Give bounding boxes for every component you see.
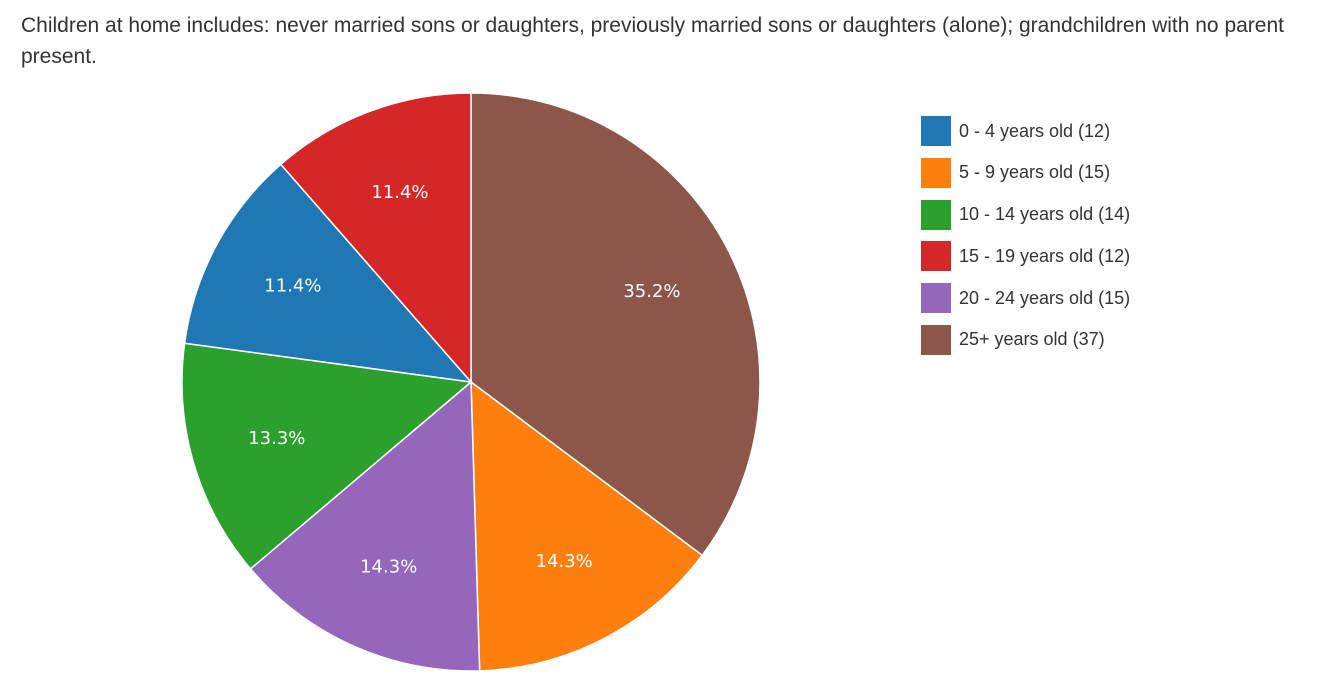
legend-item-10-14: 10 - 14 years old (14) [921,199,1131,230]
legend-label: 15 - 19 years old (12) [959,245,1131,266]
legend-swatch [921,157,951,188]
legend-item-25-plus: 25+ years old (37) [921,324,1130,355]
legend-item-0-4: 0 - 4 years old (12) [921,116,1130,146]
legend-item-5-9: 5 - 9 years old (15) [921,157,1130,188]
chart-legend: 0 - 4 years old (12) 5 - 9 years old (15… [921,116,1130,367]
legend-label: 10 - 14 years old (14) [959,204,1131,225]
pie-slice-15-19 [279,92,472,384]
slice-label-10-14: 13.3% [248,428,305,449]
legend-swatch [921,283,951,314]
legend-label: 25+ years old (37) [959,329,1105,350]
slice-label-5-9: 14.3% [536,551,593,572]
legend-swatch [921,324,951,355]
slice-label-0-4: 11.4% [264,276,321,297]
pie-slice-20-24 [249,380,481,672]
legend-label: 0 - 4 years old (12) [959,120,1111,141]
pie-slice-5-9 [470,380,704,672]
legend-item-15-19: 15 - 19 years old (12) [921,241,1131,272]
pie-slice-25-plus [470,92,761,557]
slice-label-20-24: 14.3% [360,556,417,577]
slice-label-15-19: 11.4% [371,182,428,203]
slice-label-25-plus: 35.2% [623,281,680,302]
chart-caption: Children at home includes: never married… [21,14,1284,68]
pie-slice-0-4 [183,163,473,384]
pie-slice-10-14 [181,342,473,570]
legend-swatch [921,116,951,146]
legend-label: 20 - 24 years old (15) [959,287,1131,308]
legend-swatch [921,199,951,230]
legend-swatch [921,241,951,272]
legend-label: 5 - 9 years old (15) [959,162,1111,183]
legend-item-20-24: 20 - 24 years old (15) [921,283,1131,314]
